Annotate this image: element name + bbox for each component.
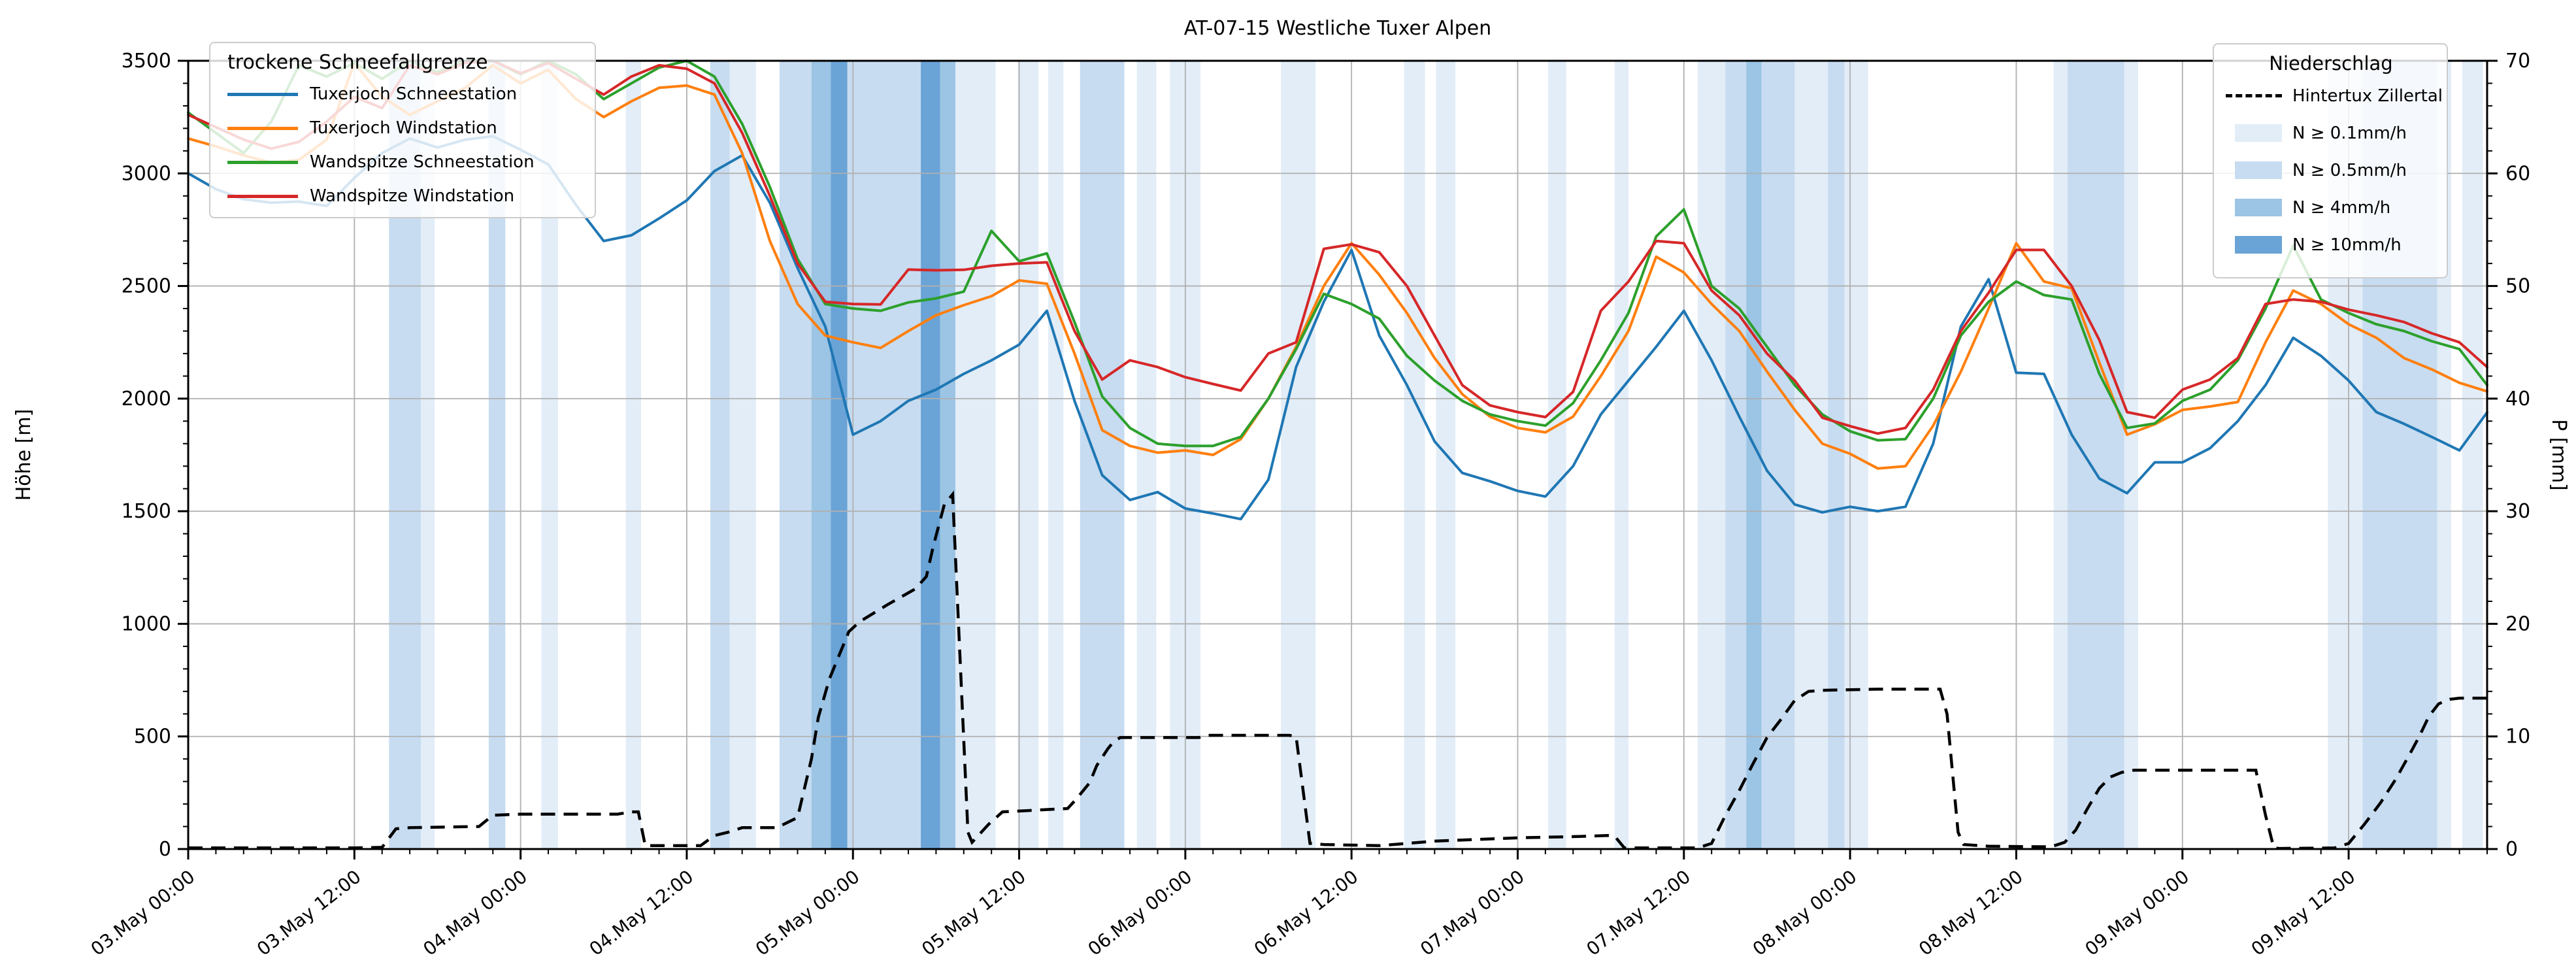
precipitation-intensity-bands — [389, 61, 2483, 849]
legend-entry-tuxerjoch-schneestation: Tuxerjoch Schneestation — [227, 77, 583, 111]
line-swatch-blue — [227, 92, 298, 96]
legend-precipitation: Niederschlag Hintertux Zillertal N ≥ 0.1… — [2213, 43, 2448, 278]
y-right-tick-label: 0 — [2505, 838, 2518, 861]
precip-band — [1614, 61, 1629, 849]
legend-snowline: trockene Schneefallgrenze Tuxerjoch Schn… — [209, 42, 596, 218]
legend-entry-label: N ≥ 0.5mm/h — [2292, 160, 2407, 180]
precip-band — [710, 61, 730, 849]
precip-band — [729, 61, 756, 849]
y-right-tick-label: 30 — [2505, 500, 2530, 523]
precip-band — [1136, 61, 1157, 849]
y-left-tick-label: 2000 — [122, 388, 171, 410]
precip-band — [1404, 61, 1425, 849]
y-right-tick-label: 60 — [2505, 162, 2530, 185]
legend-entry-tuxerjoch-windstation: Tuxerjoch Windstation — [227, 111, 583, 145]
precip-band — [831, 61, 848, 849]
legend-entry-band-4mmh: N ≥ 4mm/h — [2224, 189, 2437, 226]
band-swatch-level1 — [2235, 124, 2282, 142]
x-tick-label: 09.May 00:00 — [2081, 866, 2193, 960]
precip-band — [940, 61, 956, 849]
legend-snowline-title: trockene Schneefallgrenze — [227, 51, 488, 74]
precip-band — [1080, 61, 1125, 849]
dashed-line-swatch — [2226, 94, 2282, 97]
precipitation-cumulative-line — [188, 490, 2487, 850]
precip-band — [1698, 61, 1726, 849]
legend-entry-label: N ≥ 0.1mm/h — [2292, 123, 2407, 143]
legend-precipitation-title: Niederschlag — [2269, 52, 2393, 75]
legend-entry-band-10mmh: N ≥ 10mm/h — [2224, 226, 2437, 263]
precip-band — [1746, 61, 1762, 849]
x-tick-label: 08.May 00:00 — [1749, 866, 1861, 960]
y-left-tick-label: 0 — [159, 838, 171, 861]
legend-entry-label: N ≥ 10mm/h — [2292, 235, 2402, 255]
plot-border — [187, 59, 2488, 850]
x-tick-label: 07.May 00:00 — [1416, 866, 1528, 960]
precip-band — [921, 61, 940, 849]
x-tick-label: 03.May 00:00 — [87, 866, 199, 960]
x-tick-label: 04.May 00:00 — [419, 866, 531, 960]
legend-entry-band-0.1mmh: N ≥ 0.1mm/h — [2224, 114, 2437, 152]
legend-entry-label: Tuxerjoch Schneestation — [310, 84, 518, 104]
precip-band — [1794, 61, 1828, 849]
band-swatch-level3 — [2235, 199, 2282, 216]
precip-band — [1828, 61, 1845, 849]
band-swatch-level4 — [2235, 236, 2282, 254]
y-axis-label-left: Höhe [m] — [12, 409, 35, 501]
line-swatch-green — [227, 160, 298, 164]
line-swatch-red — [227, 194, 298, 198]
x-tick-label: 09.May 12:00 — [2247, 866, 2360, 960]
precip-band — [421, 61, 435, 849]
precip-band — [1281, 61, 1316, 849]
precip-band — [955, 61, 996, 849]
precip-band — [1761, 61, 1795, 849]
legend-entry-label: Wandspitze Schneestation — [310, 152, 535, 172]
precip-band — [779, 61, 812, 849]
x-tick-label: 05.May 12:00 — [917, 866, 1030, 960]
x-tick-label: 04.May 12:00 — [586, 866, 698, 960]
y-right-tick-label: 20 — [2505, 612, 2530, 635]
precip-band — [2462, 61, 2483, 849]
line-swatch-orange — [227, 126, 298, 130]
x-tick-label: 05.May 00:00 — [751, 866, 864, 960]
y-left-tick-label: 1000 — [122, 612, 171, 635]
y-right-tick-label: 40 — [2505, 388, 2530, 410]
precip-band — [625, 61, 642, 849]
y-axis-label-right: P [mm] — [2547, 419, 2570, 490]
y-right-tick-label: 10 — [2505, 726, 2530, 748]
precip-band — [1548, 61, 1566, 849]
legend-entry-hintertux-zillertal: Hintertux Zillertal — [2224, 77, 2443, 114]
legend-entry-label: Wandspitze Windstation — [310, 186, 515, 206]
x-tick-label: 06.May 12:00 — [1250, 866, 1362, 960]
x-tick-label: 06.May 00:00 — [1084, 866, 1197, 960]
y-left-tick-label: 500 — [134, 726, 171, 748]
y-right-tick-label: 50 — [2505, 275, 2530, 298]
precip-band — [2053, 61, 2068, 849]
legend-entry-wandspitze-schneestation: Wandspitze Schneestation — [227, 145, 583, 179]
y-left-tick-label: 2500 — [122, 275, 171, 298]
x-tick-label: 08.May 12:00 — [1915, 866, 2027, 960]
cumulative-precipitation-dashed-line — [188, 490, 2487, 850]
legend-entry-label: N ≥ 4mm/h — [2292, 197, 2391, 218]
precip-band — [1844, 61, 1868, 849]
y-right-tick-label: 70 — [2505, 50, 2530, 73]
y-left-tick-label: 1500 — [122, 500, 171, 523]
precip-band — [2124, 61, 2138, 849]
legend-entry-band-0.5mmh: N ≥ 0.5mm/h — [2224, 152, 2437, 189]
band-swatch-level2 — [2235, 161, 2282, 179]
x-tick-label: 03.May 12:00 — [253, 866, 365, 960]
y-left-tick-label: 3000 — [122, 162, 171, 185]
precip-band — [847, 61, 921, 849]
legend-entry-wandspitze-windstation: Wandspitze Windstation — [227, 179, 583, 213]
x-tick-label: 07.May 12:00 — [1583, 866, 1695, 960]
precip-band — [1017, 61, 1039, 849]
precip-band — [2067, 61, 2124, 849]
precip-band — [1725, 61, 1747, 849]
legend-entry-label: Hintertux Zillertal — [2292, 86, 2443, 106]
precip-band — [811, 61, 831, 849]
chart-title: AT-07-15 Westliche Tuxer Alpen — [1183, 17, 1492, 40]
legend-entry-label: Tuxerjoch Windstation — [310, 118, 497, 138]
precip-band — [1048, 61, 1064, 849]
y-left-tick-label: 3500 — [122, 50, 171, 73]
